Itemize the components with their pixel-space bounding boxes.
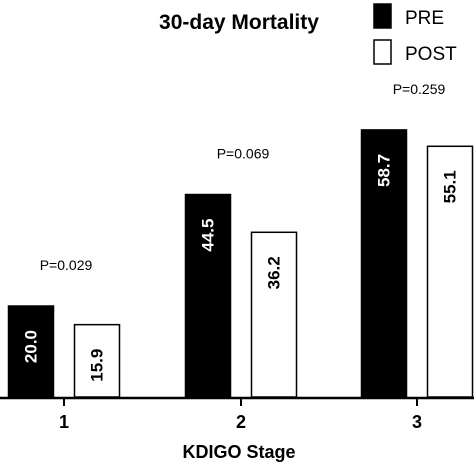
bar-post-stage-3: [426, 145, 474, 398]
legend-swatch-post: [373, 39, 392, 65]
bars: [7, 129, 474, 398]
legend: PRE POST: [373, 3, 457, 65]
chart-title: 30-day Mortality: [159, 11, 319, 34]
p-value-stage-3: P=0.259: [393, 81, 446, 97]
legend-label-post: POST: [405, 44, 457, 65]
legend-label-pre: PRE: [405, 8, 444, 29]
p-value-stage-1: P=0.029: [40, 257, 93, 273]
x-ticks: 1 2 3: [59, 398, 422, 432]
bar-value-label: 58.7: [375, 154, 394, 187]
bar-value-label: 20.0: [22, 330, 41, 363]
bar-value-label: 36.2: [265, 256, 284, 289]
bar-value-label: 55.1: [441, 170, 460, 203]
bar-value-label: 44.5: [199, 219, 218, 252]
bar-pre-stage-2: [184, 193, 232, 398]
legend-swatch-pre: [373, 3, 392, 29]
x-tick-label: 3: [412, 412, 422, 432]
x-tick-label: 1: [59, 412, 69, 432]
bar-post-stage-2: [250, 231, 298, 398]
p-value-annotations: P=0.029 P=0.069 P=0.259: [40, 81, 446, 273]
bar-pre-stage-1: [7, 305, 55, 398]
bar-value-label: 15.9: [88, 349, 107, 382]
bar-labels: 20.0 15.9 44.5 36.2 58.7 55.1: [22, 154, 460, 382]
x-tick-label: 2: [236, 412, 246, 432]
bar-post-stage-1: [73, 323, 121, 398]
x-axis-label: KDIGO Stage: [182, 442, 295, 462]
p-value-stage-2: P=0.069: [217, 146, 270, 162]
